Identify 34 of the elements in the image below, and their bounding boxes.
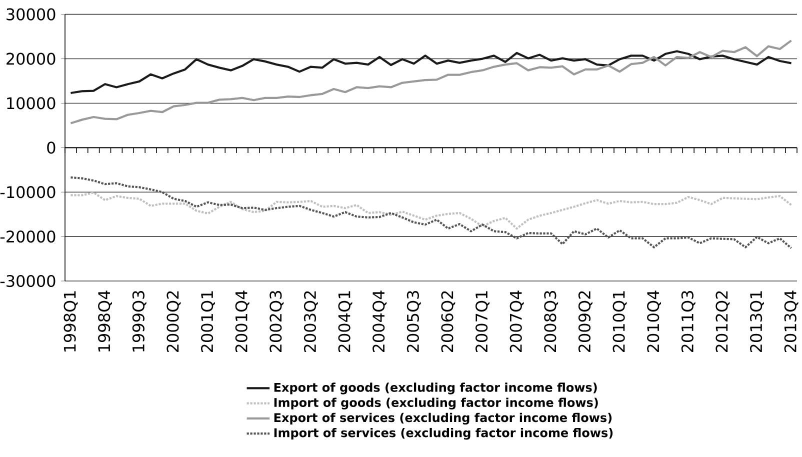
x-tick-label: 2006Q2	[441, 291, 456, 352]
x-tick-label: 2013Q4	[784, 290, 798, 352]
x-tick-label: 2010Q4	[647, 290, 662, 352]
x-tick-label: 1999Q3	[132, 291, 146, 352]
x-tick-label: 2013Q1	[750, 291, 764, 352]
x-tick-label: 2007Q4	[510, 290, 524, 352]
y-tick-label: 10000	[7, 97, 56, 110]
x-tick-label: 2005Q3	[406, 291, 421, 352]
y-tick-label: 20000	[6, 52, 56, 65]
y-tick-label: -20000	[0, 230, 56, 243]
y-tick-label: 0	[47, 142, 56, 154]
x-tick-label: 2002Q3	[270, 291, 284, 352]
x-tick-label: 2004Q1	[338, 291, 352, 352]
legend-label: Export of services (excluding factor income flows)	[274, 412, 612, 425]
x-tick-label: 2011Q3	[681, 291, 696, 352]
x-tick-label: 2008Q3	[544, 291, 558, 352]
x-tick-label: 2001Q1	[201, 291, 215, 352]
legend-label: Import of goods (excluding factor income flows)	[274, 398, 598, 410]
y-tick-label: -10000	[0, 186, 56, 198]
y-tick-label: 30000	[6, 8, 56, 20]
x-tick-label: 2010Q1	[612, 291, 627, 352]
x-tick-label: 1998Q4	[98, 290, 112, 352]
x-tick-label: 2009Q2	[578, 291, 592, 352]
line-series	[70, 176, 792, 250]
legend-label: Export of goods (excluding factor income flows)	[274, 382, 597, 394]
x-tick-label: 2007Q1	[476, 291, 490, 352]
x-tick-label: 2012Q2	[716, 291, 730, 352]
x-tick-label: 1998Q1	[64, 291, 78, 352]
x-tick-label: 2003Q2	[304, 291, 318, 352]
legend-label: Import of services (excluding factor income flows)	[274, 428, 613, 440]
x-tick-label: 2004Q4	[372, 290, 387, 352]
x-tick-label: 2000Q2	[166, 291, 181, 352]
y-tick-label: -30000	[0, 274, 56, 288]
x-tick-label: 2001Q4	[235, 290, 250, 352]
